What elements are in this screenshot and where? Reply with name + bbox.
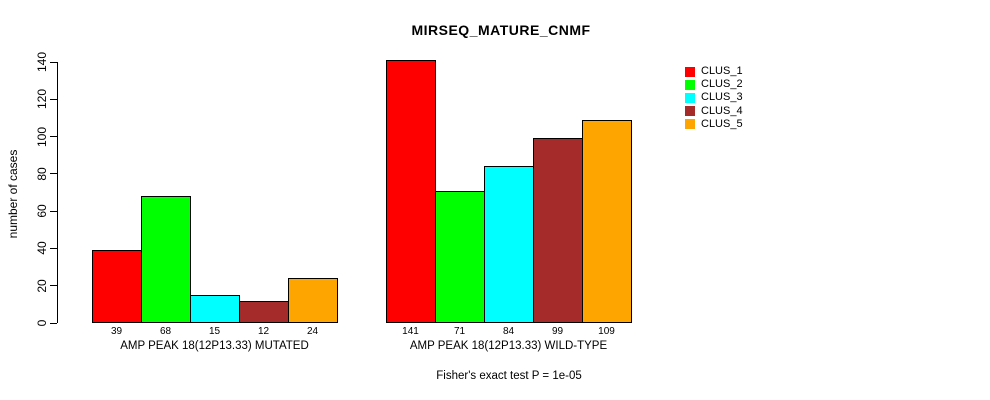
bar-clus_4-wild-type <box>533 138 583 323</box>
bar-clus_1-mutated <box>92 250 142 323</box>
bar-clus_2-mutated <box>141 196 191 323</box>
y-tick-mark <box>50 285 57 287</box>
y-tick-label: 140 <box>35 51 49 73</box>
bar-clus_2-wild-type <box>435 190 485 323</box>
y-tick-label: 60 <box>35 204 49 218</box>
y-tick-mark <box>50 247 57 249</box>
legend: CLUS_1 CLUS_2 CLUS_3 CLUS_4 CLUS_5 <box>685 65 743 131</box>
y-tick-mark <box>50 136 57 138</box>
y-tick-mark <box>50 173 57 175</box>
y-axis-line <box>57 62 58 323</box>
fisher-test-annotation: Fisher's exact test P = 1e-05 <box>436 370 582 382</box>
legend-item-clus_2: CLUS_2 <box>685 78 743 91</box>
legend-swatch-clus_4 <box>685 106 695 117</box>
bar-clus_3-wild-type <box>484 166 534 323</box>
legend-swatch-clus_1 <box>685 66 695 77</box>
y-tick-mark <box>50 61 57 63</box>
y-tick-mark <box>50 210 57 212</box>
legend-swatch-clus_2 <box>685 79 695 90</box>
bar-value-label: 68 <box>159 326 172 337</box>
bar-value-label: 84 <box>502 326 515 337</box>
bar-value-label: 71 <box>453 326 466 337</box>
bar-value-label: 15 <box>208 326 221 337</box>
y-tick-label: 100 <box>35 126 49 147</box>
bar-value-label: 24 <box>306 326 319 337</box>
bar-value-label: 12 <box>257 326 270 337</box>
bar-clus_5-mutated <box>288 278 338 323</box>
legend-item-clus_4: CLUS_4 <box>685 105 743 118</box>
y-tick-label: 20 <box>35 279 49 293</box>
y-tick-mark <box>50 98 57 100</box>
legend-label-clus_4: CLUS_4 <box>701 104 743 117</box>
legend-item-clus_1: CLUS_1 <box>685 65 743 78</box>
bar-clus_4-mutated <box>239 300 289 323</box>
legend-label-clus_5: CLUS_5 <box>701 117 743 130</box>
bar-clus_5-wild-type <box>582 119 632 323</box>
group-label-wild-type: AMP PEAK 18(12P13.33) WILD-TYPE <box>409 340 608 352</box>
y-axis-label: number of cases <box>6 149 20 239</box>
legend-swatch-clus_5 <box>685 119 695 130</box>
legend-swatch-clus_3 <box>685 92 695 103</box>
legend-label-clus_1: CLUS_1 <box>701 65 743 78</box>
bar-clus_1-wild-type <box>386 60 436 323</box>
y-tick-label: 120 <box>35 89 49 110</box>
bar-value-label: 39 <box>110 326 123 337</box>
bar-value-label: 109 <box>598 326 615 337</box>
y-tick-mark <box>50 322 57 324</box>
y-tick-label: 80 <box>35 167 49 181</box>
bar-value-label: 141 <box>402 326 419 337</box>
legend-item-clus_5: CLUS_5 <box>685 118 743 131</box>
legend-label-clus_2: CLUS_2 <box>701 78 743 91</box>
group-label-mutated: AMP PEAK 18(12P13.33) MUTATED <box>120 340 309 352</box>
bar-clus_3-mutated <box>190 295 240 323</box>
y-tick-label: 40 <box>35 241 49 256</box>
legend-item-clus_3: CLUS_3 <box>685 91 743 104</box>
bar-value-label: 99 <box>551 326 564 337</box>
legend-label-clus_3: CLUS_3 <box>701 91 743 104</box>
y-tick-label: 0 <box>35 319 49 327</box>
chart-title: MIRSEQ_MATURE_CNMF <box>411 22 591 38</box>
